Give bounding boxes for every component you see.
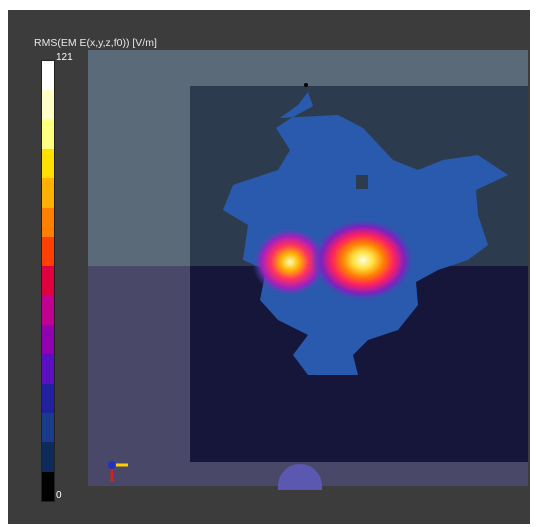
y-axis-arrow-icon [108, 461, 116, 469]
colorbar-segment [42, 266, 54, 296]
left-hotspot [252, 227, 328, 297]
top-marker [304, 83, 308, 87]
colorbar-segment [42, 442, 54, 472]
field-scene[interactable] [8, 10, 530, 524]
colorbar-segment [42, 236, 54, 267]
colorbar-segment [42, 119, 54, 149]
colorbar-segment [42, 90, 54, 120]
colorbar-segment [42, 178, 54, 208]
colorbar-segment [42, 61, 54, 91]
legend-title: RMS(EM E(x,y,z,f0)) [V/m] [34, 37, 157, 49]
render-viewport[interactable]: RMS(EM E(x,y,z,f0)) [V/m] 121 0 [8, 10, 530, 524]
right-hotspot [311, 218, 415, 302]
colorbar-segment [42, 324, 54, 355]
probe-marker[interactable] [278, 464, 322, 486]
colorbar-segment [42, 207, 54, 237]
colorbar [41, 60, 55, 502]
colorbar-segment [42, 354, 54, 384]
colorbar-segment [42, 383, 54, 413]
field-notch [356, 175, 368, 189]
probe-marker-body [278, 486, 322, 490]
colorbar-segment [42, 471, 54, 501]
colorbar-max-label: 121 [56, 52, 73, 63]
axis-triad [108, 461, 128, 482]
colorbar-segment [42, 148, 54, 179]
colorbar-segment [42, 295, 54, 325]
colorbar-segment [42, 412, 54, 443]
colorbar-min-label: 0 [56, 490, 62, 501]
